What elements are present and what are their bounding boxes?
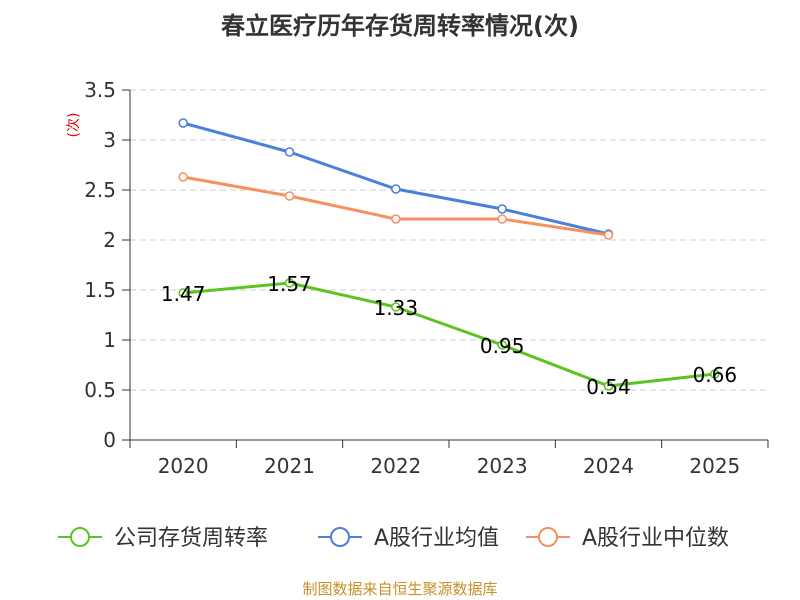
- y-axis-unit: (次): [66, 113, 82, 138]
- data-label: 1.47: [161, 282, 206, 306]
- data-point: [497, 204, 507, 214]
- y-tick-label: 2: [103, 228, 116, 252]
- y-tick-label: 0.5: [84, 378, 116, 402]
- legend: 公司存货周转率 A股行业均值 A股行业中位数: [58, 526, 729, 551]
- data-point: [391, 214, 401, 224]
- x-tick-label: 2024: [583, 454, 634, 478]
- x-tick-label: 2020: [158, 454, 209, 478]
- data-point: [178, 118, 188, 128]
- data-point: [284, 147, 295, 157]
- y-axis-ticks: 0 0.5 1 1.5 2 2.5 3 3.5: [84, 78, 130, 452]
- chart-title: 春立医疗历年存货周转率情况(次): [221, 12, 579, 40]
- data-point: [391, 184, 401, 194]
- data-point: [603, 230, 614, 240]
- x-tick-label: 2025: [689, 454, 740, 478]
- data-point: [178, 288, 188, 298]
- legend-label: A股行业均值: [374, 526, 499, 551]
- data-point: [178, 172, 188, 182]
- x-tick-label: 2022: [370, 454, 421, 478]
- source-note: 制图数据来自恒生聚源数据库: [302, 580, 497, 598]
- axes: [129, 90, 768, 441]
- data-point: [497, 214, 507, 224]
- data-label: 1.57: [267, 272, 312, 296]
- legend-swatch-marker: [70, 527, 90, 547]
- y-tick-label: 3.5: [84, 78, 116, 102]
- y-tick-label: 0: [103, 428, 116, 452]
- data-label: 0.54: [586, 375, 631, 399]
- data-point: [391, 302, 401, 312]
- y-tick-label: 1.5: [84, 278, 116, 302]
- legend-label: A股行业中位数: [582, 526, 729, 551]
- y-tick-label: 3: [103, 128, 116, 152]
- data-label: 0.66: [693, 363, 738, 387]
- series-line-0: [183, 281, 716, 388]
- data-point: [603, 381, 614, 391]
- legend-label: 公司存货周转率: [114, 526, 268, 551]
- series-group: [178, 118, 720, 391]
- x-tick-label: 2023: [477, 454, 528, 478]
- data-point: [284, 278, 295, 288]
- data-label: 1.33: [374, 296, 419, 320]
- data-point: [710, 369, 720, 379]
- legend-swatch-marker: [330, 527, 350, 547]
- gridlines: [130, 89, 768, 391]
- y-tick-label: 1: [103, 328, 116, 352]
- x-tick-label: 2021: [264, 454, 315, 478]
- legend-swatch-marker: [538, 527, 558, 547]
- data-labels: 1.47 1.57 1.33 0.95 0.54 0.66: [161, 272, 737, 399]
- x-axis-ticks: 2020 2021 2022 2023 2024 2025: [129, 440, 769, 478]
- y-tick-label: 2.5: [84, 178, 116, 202]
- data-point: [284, 191, 295, 201]
- data-label: 0.95: [480, 334, 525, 358]
- data-point: [497, 340, 507, 350]
